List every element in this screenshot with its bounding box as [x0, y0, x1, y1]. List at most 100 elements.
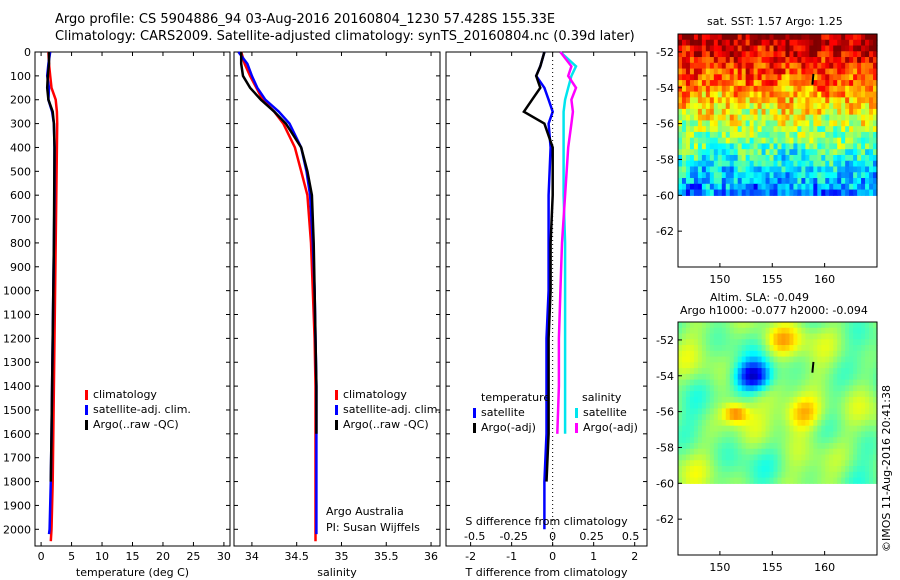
- map-cell: [757, 154, 763, 162]
- map-cell: [869, 80, 874, 87]
- map-cell: [769, 45, 775, 52]
- map-cell: [705, 327, 711, 335]
- map-cell: [817, 322, 822, 329]
- map-cell: [861, 91, 866, 98]
- map-cell: [837, 437, 842, 444]
- map-cell: [809, 126, 814, 133]
- map-cell: [713, 431, 719, 438]
- map-cell: [693, 51, 699, 58]
- map-cell: [825, 154, 830, 162]
- map-cell: [705, 172, 711, 179]
- map-cell: [797, 80, 802, 87]
- map-cell: [701, 414, 707, 421]
- map-cell: [697, 327, 703, 335]
- map-cell: [813, 97, 818, 104]
- map-cell: [765, 391, 771, 398]
- map-cell: [841, 368, 846, 375]
- map-cell: [717, 62, 723, 70]
- map-cell: [689, 322, 695, 329]
- map-cell: [841, 362, 846, 369]
- map-cell: [873, 385, 878, 392]
- map-cell: [765, 402, 771, 410]
- map-cell: [841, 339, 846, 346]
- map-cell: [865, 149, 870, 156]
- map-cell: [817, 108, 822, 116]
- map-cell: [873, 149, 878, 156]
- map-cell: [681, 385, 687, 392]
- map-cell: [785, 166, 791, 173]
- map-cell: [693, 466, 699, 473]
- map-cell: [681, 431, 687, 438]
- map-cell: [749, 477, 755, 484]
- map-cell: [741, 57, 747, 64]
- map-cell: [789, 391, 795, 398]
- map-cell: [789, 408, 795, 415]
- map-cell: [693, 356, 699, 363]
- map-cell: [733, 454, 739, 461]
- map-cell: [709, 408, 715, 415]
- map-cell: [761, 419, 767, 427]
- map-cell: [685, 126, 691, 133]
- map-cell: [709, 62, 715, 70]
- map-cell: [725, 80, 731, 87]
- map-cell: [721, 126, 727, 133]
- profile-panel-0: [34, 51, 231, 547]
- map-cell: [713, 333, 719, 340]
- map-cell: [681, 322, 687, 329]
- map-cell: [865, 333, 870, 340]
- map-cell: [821, 408, 826, 415]
- map-cell: [833, 396, 838, 404]
- map-cell: [805, 327, 810, 335]
- map-cell: [829, 154, 834, 162]
- map-cell: [865, 97, 870, 104]
- map-cell: [678, 166, 683, 173]
- map-cell: [829, 172, 834, 179]
- map-cell: [733, 322, 739, 329]
- map-cell: [861, 108, 866, 116]
- map-cell: [793, 166, 798, 173]
- map-cell: [733, 143, 739, 150]
- map-cell: [797, 137, 802, 145]
- map-cell: [685, 62, 691, 70]
- map-cell: [678, 448, 683, 456]
- map-cell: [785, 39, 791, 47]
- map-cell: [865, 126, 870, 133]
- legend-swatch: [335, 390, 338, 400]
- map-cell: [713, 322, 719, 329]
- map-cell: [861, 80, 866, 87]
- map-y-tick-label: -58: [656, 441, 674, 454]
- legend-swatch: [85, 420, 88, 430]
- map-cell: [685, 172, 691, 179]
- map-cell: [809, 39, 814, 47]
- map-cell: [745, 131, 751, 139]
- map-cell: [717, 143, 723, 150]
- map-cell: [753, 80, 759, 87]
- map-cell: [777, 160, 783, 168]
- x-tick-label: 35.5: [374, 550, 399, 563]
- map-cell: [837, 91, 842, 98]
- map-cell: [821, 437, 826, 444]
- map-cell: [689, 373, 695, 381]
- map-cell: [865, 45, 870, 52]
- map-cell: [781, 80, 787, 87]
- map-cell: [681, 131, 687, 139]
- map-cell: [837, 189, 842, 196]
- map-cell: [829, 97, 834, 104]
- map-cell: [781, 160, 787, 168]
- map-cell: [813, 350, 818, 358]
- map-y-tick-label: -62: [656, 225, 674, 238]
- map-cell: [681, 85, 687, 93]
- map-cell: [753, 379, 759, 386]
- map-cell: [678, 454, 683, 461]
- map-cell: [793, 408, 798, 415]
- map-cell: [817, 85, 822, 93]
- map-cell: [717, 120, 723, 127]
- map-cell: [793, 45, 798, 52]
- map-cell: [773, 391, 779, 398]
- map-cell: [737, 57, 743, 64]
- map-cell: [813, 62, 818, 70]
- map-cell: [833, 80, 838, 87]
- map-cell: [765, 160, 771, 168]
- map-cell: [769, 143, 775, 150]
- map-cell: [678, 91, 683, 98]
